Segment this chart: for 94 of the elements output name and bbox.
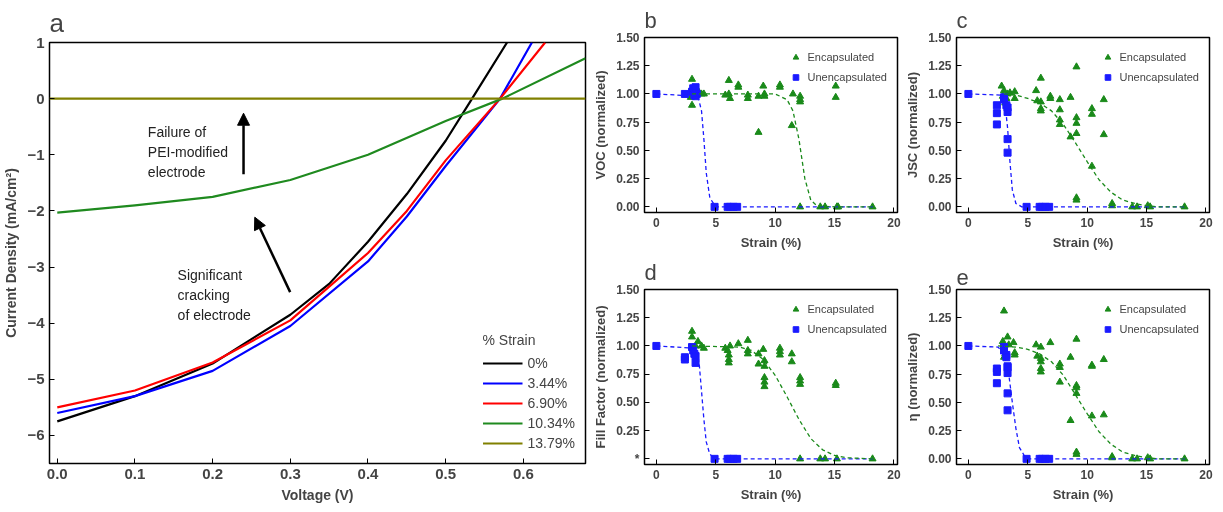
y-tick-label: 1.00 (928, 87, 952, 102)
y-tick-label: 1.00 (928, 339, 952, 354)
x-tick-label: 5 (1024, 215, 1032, 230)
x-tick-label: 15 (827, 467, 842, 482)
x-tick-label: 10 (1080, 215, 1095, 230)
x-tick-label: 0 (965, 467, 973, 482)
y-tick-label: 1.50 (928, 31, 952, 45)
legend-label: 0% (527, 355, 548, 371)
x-tick-label: 20 (1199, 215, 1213, 230)
x-axis-title: Strain (%) (740, 486, 802, 502)
y-tick-label: 0.75 (616, 367, 640, 382)
y-tick-label: 1.50 (928, 283, 952, 297)
legend-label: Unencapsulated (1119, 323, 1199, 335)
y-tick-label: −3 (27, 258, 45, 276)
y-axis-title: JSC (normalized) (905, 71, 921, 179)
legend-label: 3.44% (527, 375, 568, 391)
y-tick-label: 1.50 (616, 31, 640, 45)
chart-title: d (644, 259, 657, 285)
x-tick-label: 0.2 (202, 464, 224, 482)
x-tick-label: 15 (827, 215, 842, 230)
x-tick-label: 0.5 (435, 464, 457, 482)
x-tick-label: 0 (653, 215, 661, 230)
y-tick-label: 0.75 (928, 367, 952, 382)
y-tick-label: 1.00 (616, 338, 640, 353)
y-tick-label: −4 (27, 314, 46, 332)
x-tick-label: 0.3 (279, 464, 301, 482)
legend-label: Encapsulated (807, 303, 875, 315)
x-axis-title: Strain (%) (1052, 234, 1114, 250)
x-tick-label: 10 (768, 215, 783, 230)
x-tick-label: 5 (712, 467, 720, 482)
x-tick-label: 0.1 (124, 464, 146, 482)
legend-label: 6.90% (527, 395, 568, 411)
y-axis-title: Current Density (mA/cm²) (3, 168, 20, 338)
legend-label: Encapsulated (1119, 51, 1187, 63)
y-axis-title: η (normalized) (905, 332, 921, 422)
y-tick-label: −1 (27, 145, 45, 163)
chart-title: c (956, 7, 968, 33)
x-axis-title: Strain (%) (740, 234, 802, 250)
y-tick-label: 1.00 (616, 87, 640, 102)
y-tick-label: 0.25 (616, 172, 640, 187)
x-tick-label: 5 (1024, 467, 1032, 482)
y-axis-title: Fill Factor (normalized) (593, 305, 609, 449)
y-tick-label: 0.50 (928, 143, 952, 158)
y-tick-label: 0.50 (616, 395, 640, 410)
x-tick-label: 0.4 (357, 464, 380, 482)
x-tick-label: 10 (768, 467, 783, 482)
x-axis-title: Strain (%) (1052, 486, 1114, 502)
y-tick-label: 0 (36, 89, 45, 107)
y-tick-label: 1.50 (616, 282, 640, 297)
legend-title: % Strain (482, 332, 537, 348)
y-tick-label: 0.75 (928, 115, 952, 130)
legend-label: Unencapsulated (807, 323, 887, 335)
y-tick-label: 1.25 (928, 59, 952, 74)
y-tick-label: 0.75 (616, 115, 640, 130)
legend-label: 10.34% (527, 415, 575, 431)
x-tick-label: 5 (712, 215, 720, 230)
y-tick-label: 0.50 (928, 395, 952, 410)
y-tick-label: 0.00 (616, 200, 640, 215)
chart-title: a (49, 7, 65, 38)
legend-label: Unencapsulated (807, 71, 887, 83)
y-tick-label: 0.00 (928, 452, 952, 467)
x-tick-label: 0.0 (46, 464, 68, 482)
legend-label: Unencapsulated (1119, 71, 1199, 83)
y-tick-label: 0.25 (928, 424, 952, 439)
y-tick-label: 0.50 (616, 143, 640, 158)
x-tick-label: 10 (1080, 467, 1095, 482)
chart-title: b (644, 7, 657, 33)
y-tick-label: * (634, 451, 640, 466)
y-tick-label: −5 (27, 370, 45, 388)
x-tick-label: 20 (1199, 467, 1213, 482)
y-tick-label: 0.25 (928, 172, 952, 187)
x-tick-label: 15 (1139, 215, 1154, 230)
x-axis-title: Voltage (V) (281, 486, 354, 503)
legend-label: 13.79% (527, 435, 575, 451)
y-tick-label: −6 (27, 426, 45, 444)
legend-label: Encapsulated (807, 51, 875, 63)
x-tick-label: 20 (887, 215, 901, 230)
x-tick-label: 0 (653, 467, 661, 482)
y-tick-label: 1.25 (616, 59, 640, 74)
annotation: Significant cracking of electrode (177, 266, 251, 323)
y-tick-label: 1 (36, 33, 45, 51)
y-tick-label: 0.00 (928, 200, 952, 215)
x-tick-label: 20 (887, 467, 901, 482)
chart-title: e (956, 264, 969, 290)
y-tick-label: 0.25 (616, 423, 640, 438)
legend-label: Encapsulated (1119, 303, 1187, 315)
y-axis-title: VOC (normalized) (593, 70, 609, 180)
x-tick-label: 0.6 (512, 464, 534, 482)
y-tick-label: 1.25 (928, 311, 952, 326)
y-tick-label: 1.25 (616, 310, 640, 325)
annotation: Failure of PEI-modified electrode (147, 123, 228, 180)
x-tick-label: 0 (965, 215, 973, 230)
x-tick-label: 15 (1139, 467, 1154, 482)
y-tick-label: −2 (27, 201, 45, 219)
